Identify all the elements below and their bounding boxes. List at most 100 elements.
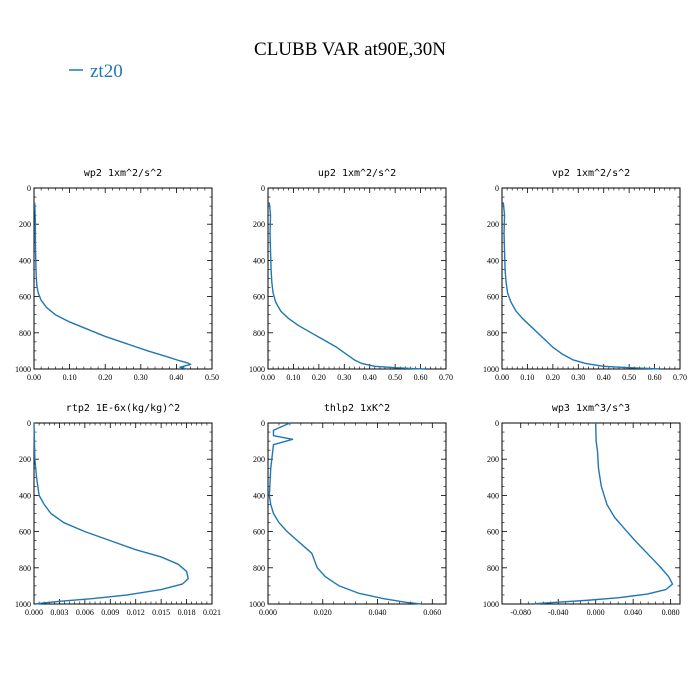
series-line (33, 422, 189, 605)
y-tick-label: 400 (19, 491, 31, 500)
x-tick-label: 0.20 (98, 373, 112, 382)
x-tick-label: 0.006 (76, 608, 94, 617)
x-tick-label: 0.50 (622, 373, 636, 382)
x-tick-label: 0.040 (624, 608, 642, 617)
y-tick-label: 400 (487, 256, 499, 265)
x-tick-label: 0.020 (314, 608, 332, 617)
x-tick-label: 0.080 (662, 608, 680, 617)
plot-frame (267, 422, 447, 605)
x-tick-label: -0.080 (510, 608, 531, 617)
y-tick-label: 0 (27, 184, 31, 193)
y-tick-label: 600 (19, 528, 31, 537)
x-tick-label: 0.000 (587, 608, 605, 617)
x-tick-label: -0.040 (548, 608, 569, 617)
x-tick-label: 0.000 (259, 608, 277, 617)
x-tick-label: 0.00 (261, 373, 275, 382)
x-tick-label: 0.40 (597, 373, 611, 382)
panel-title: vp2 1xm^2/s^2 (552, 168, 630, 179)
y-tick-label: 400 (253, 256, 265, 265)
x-tick-label: 0.10 (286, 373, 300, 382)
y-tick-label: 1000 (249, 365, 265, 374)
x-tick-label: 0.10 (520, 373, 534, 382)
panels: wp2 1xm^2/s^2 0.00 0.10 0.20 0.30 0.40 0.50 0 20… (15, 168, 687, 617)
y-tick-label: 400 (487, 491, 499, 500)
y-tick-label: 600 (487, 528, 499, 537)
y-tick-label: 0 (261, 184, 265, 193)
x-tick-label: 0.60 (648, 373, 662, 382)
panel-4: rtp2 1E-6x(kg/kg)^2 0.000 0.003 0.006 0.009 0… (15, 403, 221, 617)
panel-3: vp2 1xm^2/s^2 0.00 0.10 0.20 0.30 0.40 0.50 0.6… (483, 168, 687, 382)
y-tick-label: 1000 (249, 600, 265, 609)
y-tick-label: 0 (261, 419, 265, 428)
x-tick-label: 0.20 (546, 373, 560, 382)
series-line (268, 202, 426, 370)
x-tick-label: 0.40 (169, 373, 183, 382)
panel-title: wp2 1xm^2/s^2 (84, 168, 162, 179)
y-tick-label: 800 (253, 564, 265, 573)
y-tick-label: 600 (253, 293, 265, 302)
y-tick-label: 800 (487, 564, 499, 573)
x-tick-label: 0.70 (439, 373, 453, 382)
panel-6: wp3 1xm^3/s^3 -0.080 -0.040 0.000 0.040 0.080… (483, 403, 681, 617)
y-tick-label: 800 (19, 564, 31, 573)
series-line (34, 202, 192, 370)
x-tick-label: 0.10 (63, 373, 77, 382)
x-tick-label: 0.60 (414, 373, 428, 382)
y-tick-label: 200 (19, 455, 31, 464)
chart-title: CLUBB VAR at90E,30N (254, 39, 446, 60)
y-tick-label: 800 (19, 329, 31, 338)
y-tick-label: 0 (27, 419, 31, 428)
x-tick-label: 0.50 (205, 373, 219, 382)
x-tick-label: 0.30 (337, 373, 351, 382)
x-tick-label: 0.70 (673, 373, 687, 382)
y-tick-label: 200 (253, 220, 265, 229)
y-tick-label: 200 (253, 455, 265, 464)
x-tick-label: 0.060 (423, 608, 441, 617)
x-tick-label: 0.00 (495, 373, 509, 382)
plot-frame (267, 187, 447, 370)
y-tick-label: 600 (19, 293, 31, 302)
x-tick-label: 0.30 (571, 373, 585, 382)
x-tick-label: 0.015 (152, 608, 170, 617)
y-tick-label: 1000 (15, 365, 31, 374)
y-tick-label: 800 (253, 329, 265, 338)
panel-title: wp3 1xm^3/s^3 (552, 403, 630, 414)
y-tick-label: 1000 (483, 365, 499, 374)
series-line (534, 422, 674, 605)
x-tick-label: 0.000 (25, 608, 43, 617)
x-tick-label: 0.009 (101, 608, 119, 617)
y-tick-label: 400 (19, 256, 31, 265)
x-tick-label: 0.30 (134, 373, 148, 382)
panel-2: up2 1xm^2/s^2 0.00 0.10 0.20 0.30 0.40 0.50 0.6… (249, 168, 453, 382)
plot-frame (33, 422, 213, 605)
panel-title: thlp2 1xK^2 (324, 403, 390, 414)
x-tick-label: 0.00 (27, 373, 41, 382)
x-tick-label: 0.50 (388, 373, 402, 382)
series-line (268, 422, 422, 605)
y-tick-label: 400 (253, 491, 265, 500)
y-tick-label: 200 (19, 220, 31, 229)
plot-frame (501, 187, 681, 370)
x-tick-label: 0.20 (312, 373, 326, 382)
x-tick-label: 0.012 (127, 608, 145, 617)
panel-title: up2 1xm^2/s^2 (318, 168, 396, 179)
x-tick-label: 0.003 (50, 608, 68, 617)
x-tick-label: 0.040 (369, 608, 387, 617)
legend: zt20 (69, 61, 123, 82)
y-tick-label: 600 (487, 293, 499, 302)
plot-frame (501, 422, 681, 605)
y-tick-label: 600 (253, 528, 265, 537)
legend-label: zt20 (90, 61, 123, 82)
y-tick-label: 200 (487, 220, 499, 229)
y-tick-label: 800 (487, 329, 499, 338)
y-tick-label: 0 (495, 184, 499, 193)
x-tick-label: 0.018 (178, 608, 196, 617)
x-tick-label: 0.021 (203, 608, 221, 617)
x-tick-label: 0.40 (363, 373, 377, 382)
panel-1: wp2 1xm^2/s^2 0.00 0.10 0.20 0.30 0.40 0.50 0 20… (15, 168, 219, 382)
y-tick-label: 1000 (483, 600, 499, 609)
series-line (502, 202, 660, 370)
panel-5: thlp2 1xK^2 0.000 0.020 0.040 0.060 0 200 400 60… (249, 403, 447, 617)
y-tick-label: 200 (487, 455, 499, 464)
